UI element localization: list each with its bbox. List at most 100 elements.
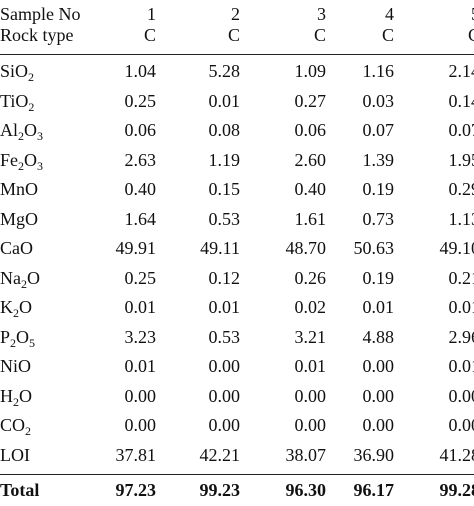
cell-value: 0.40 — [295, 174, 327, 205]
cell-value: 0.12 — [209, 263, 241, 294]
cell-value: 1.04 — [125, 56, 157, 87]
rock-type-2: C — [228, 20, 240, 51]
table-row: SiO2 1.04 5.28 1.09 1.16 2.14 — [0, 56, 474, 87]
cell-value: 0.00 — [363, 410, 395, 441]
cell-value: 1.95 — [449, 145, 474, 176]
cell-value: 0.01 — [363, 292, 395, 323]
cell-value: 1.64 — [125, 204, 157, 235]
cell-value: 49.11 — [200, 233, 240, 264]
cell-value: 2.14 — [449, 56, 474, 87]
cell-value: 0.53 — [209, 204, 241, 235]
cell-value: 0.01 — [209, 86, 241, 117]
cell-value: 1.39 — [363, 145, 395, 176]
cell-value: 4.88 — [363, 322, 395, 353]
total-value-3: 96.30 — [286, 475, 327, 506]
rock-type-1: C — [144, 20, 156, 51]
oxide-label: CO2 — [0, 410, 31, 441]
table-row: MgO 1.64 0.53 1.61 0.73 1.13 — [0, 204, 474, 235]
oxide-label: Fe2O3 — [0, 145, 43, 176]
cell-value: 0.40 — [125, 174, 157, 205]
oxide-label: LOI — [0, 440, 30, 471]
cell-value: 0.03 — [363, 86, 395, 117]
cell-value: 37.81 — [116, 440, 157, 471]
table-row: Fe2O3 2.63 1.19 2.60 1.39 1.95 — [0, 145, 474, 176]
table-row: NiO 0.01 0.00 0.01 0.00 0.01 — [0, 351, 474, 382]
cell-value: 0.00 — [295, 381, 327, 412]
table-row: Na2O 0.25 0.12 0.26 0.19 0.21 — [0, 263, 474, 294]
oxide-label: TiO2 — [0, 86, 34, 117]
cell-value: 0.00 — [449, 410, 474, 441]
oxide-label: NiO — [0, 351, 31, 382]
oxide-label: H2O — [0, 381, 32, 412]
cell-value: 0.19 — [363, 263, 395, 294]
cell-value: 0.00 — [125, 410, 157, 441]
cell-value: 0.00 — [363, 351, 395, 382]
cell-value: 49.91 — [116, 233, 157, 264]
cell-value: 42.21 — [200, 440, 241, 471]
cell-value: 49.10 — [440, 233, 474, 264]
cell-value: 1.13 — [449, 204, 474, 235]
cell-value: 1.61 — [295, 204, 327, 235]
total-value-2: 99.23 — [200, 475, 241, 506]
oxide-label: Na2O — [0, 263, 40, 294]
cell-value: 0.02 — [295, 292, 327, 323]
rock-type-5: C — [468, 20, 474, 51]
oxide-label: CaO — [0, 233, 33, 264]
oxide-label: Al2O3 — [0, 115, 43, 146]
cell-value: 1.16 — [363, 56, 395, 87]
cell-value: 0.00 — [449, 381, 474, 412]
cell-value: 0.26 — [295, 263, 327, 294]
cell-value: 0.01 — [125, 351, 157, 382]
cell-value: 1.19 — [209, 145, 241, 176]
cell-value: 0.27 — [295, 86, 327, 117]
total-label: Total — [0, 475, 39, 506]
header-divider — [0, 54, 474, 55]
cell-value: 0.15 — [209, 174, 241, 205]
header-row-rock-type: Rock type C C C C C — [0, 20, 474, 51]
cell-value: 2.96 — [449, 322, 474, 353]
total-value-4: 96.17 — [354, 475, 395, 506]
cell-value: 0.25 — [125, 86, 157, 117]
cell-value: 48.70 — [286, 233, 327, 264]
total-value-1: 97.23 — [116, 475, 157, 506]
cell-value: 0.07 — [449, 115, 474, 146]
oxide-label: MgO — [0, 204, 38, 235]
oxide-label: K2O — [0, 292, 32, 323]
cell-value: 0.08 — [209, 115, 241, 146]
cell-value: 2.63 — [125, 145, 157, 176]
cell-value: 0.73 — [363, 204, 395, 235]
cell-value: 0.01 — [449, 292, 474, 323]
table-row: K2O 0.01 0.01 0.02 0.01 0.01 — [0, 292, 474, 323]
cell-value: 41.28 — [440, 440, 474, 471]
oxide-label: P2O5 — [0, 322, 35, 353]
cell-value: 0.01 — [449, 351, 474, 382]
cell-value: 0.00 — [125, 381, 157, 412]
rock-type-4: C — [382, 20, 394, 51]
cell-value: 0.25 — [125, 263, 157, 294]
oxide-label: SiO2 — [0, 56, 34, 87]
cell-value: 0.00 — [295, 410, 327, 441]
cell-value: 0.01 — [295, 351, 327, 382]
total-value-5: 99.28 — [440, 475, 474, 506]
cell-value: 0.01 — [209, 292, 241, 323]
cell-value: 3.21 — [295, 322, 327, 353]
cell-value: 5.28 — [209, 56, 241, 87]
cell-value: 0.00 — [209, 381, 241, 412]
cell-value: 2.60 — [295, 145, 327, 176]
cell-value: 0.00 — [209, 351, 241, 382]
cell-value: 0.19 — [363, 174, 395, 205]
cell-value: 3.23 — [125, 322, 157, 353]
oxide-label: MnO — [0, 174, 38, 205]
total-row: Total 97.23 99.23 96.30 96.17 99.28 — [0, 475, 474, 506]
cell-value: 0.01 — [125, 292, 157, 323]
cell-value: 0.21 — [449, 263, 474, 294]
cell-value: 1.09 — [295, 56, 327, 87]
